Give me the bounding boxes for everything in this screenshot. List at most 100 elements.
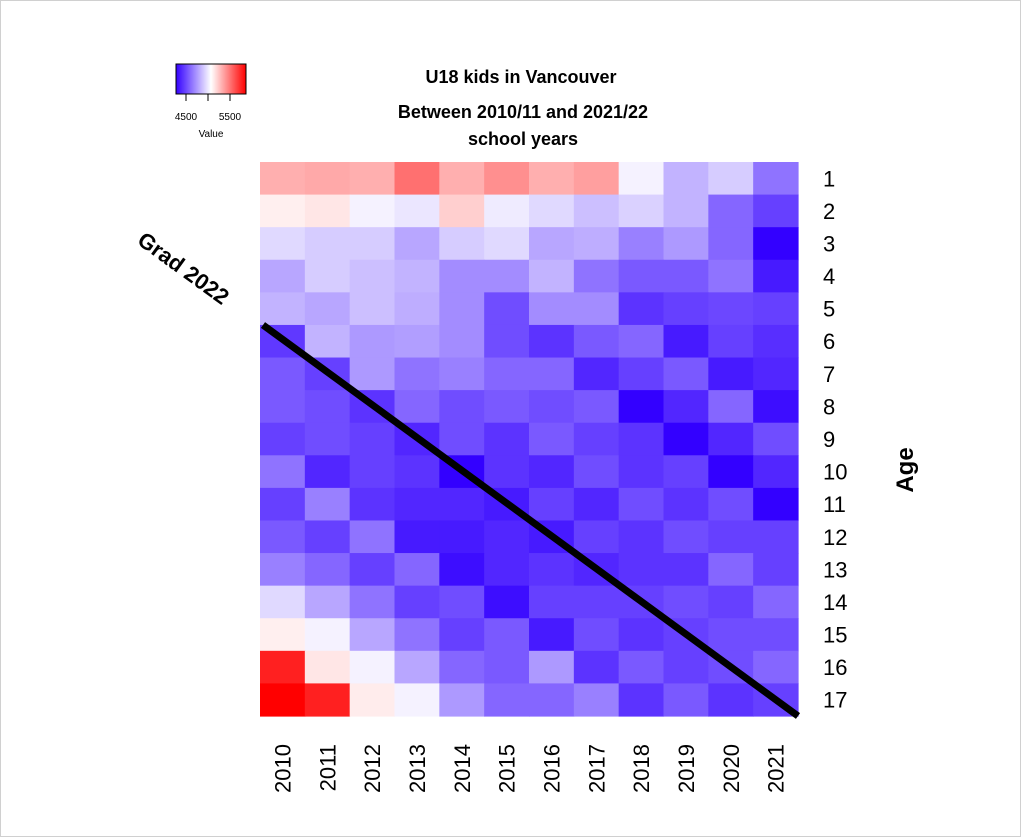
heatmap-cell-2019-age-10 (663, 455, 709, 489)
x-tick-label-2011: 2011 (315, 744, 340, 791)
heatmap-cell-2017-age-2 (573, 194, 620, 228)
x-tick-label-2017: 2017 (584, 744, 609, 793)
heatmap-cell-2016-age-13 (529, 553, 575, 587)
heatmap-cell-2011-age-15 (304, 618, 351, 652)
heatmap-cell-2017-age-5 (573, 292, 620, 326)
heatmap-cell-2014-age-13 (439, 553, 485, 587)
heatmap-cell-2011-age-17 (304, 683, 351, 717)
heatmap-cell-2021-age-2 (753, 194, 799, 228)
heatmap-cell-2013-age-12 (394, 520, 440, 554)
heatmap-cell-2019-age-6 (663, 324, 709, 359)
heatmap-cell-2015-age-8 (484, 390, 530, 424)
heatmap-cell-2021-age-16 (753, 650, 799, 685)
heatmap-cell-2021-age-3 (753, 227, 799, 261)
x-tick-label-2014: 2014 (450, 744, 475, 793)
heatmap-cell-2021-age-5 (753, 292, 799, 326)
heatmap-cell-2011-age-8 (304, 390, 351, 424)
x-tick-label-2019: 2019 (674, 744, 699, 793)
heatmap-cell-2012-age-13 (349, 553, 396, 587)
chart-title-line-2: Between 2010/11 and 2021/22 (398, 102, 648, 122)
y-tick-label-10: 10 (823, 460, 847, 485)
y-tick-label-6: 6 (823, 329, 835, 354)
heatmap-cell-2020-age-4 (708, 259, 754, 293)
heatmap-cell-2011-age-2 (304, 194, 351, 228)
legend-title: Value (199, 129, 224, 140)
heatmap-cell-2010-age-9 (260, 422, 306, 456)
y-tick-label-3: 3 (823, 231, 835, 256)
heatmap-cell-2011-age-1 (304, 162, 351, 196)
heatmap-cells (260, 162, 799, 717)
heatmap-cell-2012-age-12 (349, 520, 396, 554)
y-tick-label-17: 17 (823, 688, 847, 713)
heatmap-cell-2015-age-2 (484, 194, 530, 228)
heatmap-cell-2017-age-4 (573, 259, 620, 293)
x-tick-label-2021: 2021 (764, 744, 789, 793)
heatmap-cell-2014-age-16 (439, 650, 485, 685)
heatmap-cell-2020-age-2 (708, 194, 754, 228)
y-tick-label-13: 13 (823, 557, 847, 582)
heatmap-cell-2016-age-2 (529, 194, 575, 228)
heatmap-cell-2015-age-9 (484, 422, 530, 456)
chart-title-line-3: school years (468, 129, 578, 149)
y-tick-label-12: 12 (823, 525, 847, 550)
x-tick-label-2010: 2010 (270, 744, 295, 793)
heatmap-cell-2021-age-9 (753, 422, 799, 456)
heatmap-cell-2010-age-3 (260, 227, 306, 261)
heatmap-cell-2010-age-12 (260, 520, 306, 554)
heatmap-cell-2012-age-10 (349, 455, 396, 489)
heatmap-cell-2010-age-17 (260, 683, 306, 717)
y-tick-label-2: 2 (823, 199, 835, 224)
heatmap-cell-2019-age-14 (663, 585, 709, 619)
y-tick-label-7: 7 (823, 362, 835, 387)
heatmap-cell-2013-age-5 (394, 292, 440, 326)
heatmap-cell-2017-age-14 (573, 585, 620, 619)
grad-2022-diagonal-line (260, 322, 801, 719)
heatmap-cell-2016-age-7 (529, 357, 575, 391)
heatmap-cell-2017-age-17 (573, 683, 620, 717)
heatmap-cell-2018-age-16 (618, 650, 665, 685)
heatmap-cell-2019-age-5 (663, 292, 709, 326)
heatmap-cell-2013-age-8 (394, 390, 440, 424)
heatmap-cell-2015-age-16 (484, 650, 530, 685)
heatmap-cell-2018-age-1 (618, 162, 665, 196)
heatmap-cell-2015-age-5 (484, 292, 530, 326)
heatmap-cell-2016-age-3 (529, 227, 575, 261)
heatmap-cell-2012-age-11 (349, 487, 396, 522)
heatmap-cell-2016-age-9 (529, 422, 575, 456)
heatmap-cell-2014-age-12 (439, 520, 485, 554)
heatmap-cell-2012-age-15 (349, 618, 396, 652)
heatmap-cell-2014-age-11 (439, 487, 485, 522)
heatmap-cell-2016-age-10 (529, 455, 575, 489)
x-tick-label-2016: 2016 (539, 744, 564, 793)
heatmap-cell-2019-age-13 (663, 553, 709, 587)
heatmap-cell-2020-age-6 (708, 324, 754, 359)
heatmap-cell-2021-age-8 (753, 390, 799, 424)
heatmap-cell-2021-age-11 (753, 487, 799, 522)
legend-ticks (185, 94, 231, 101)
heatmap-cell-2015-age-6 (484, 324, 530, 359)
heatmap-cell-2013-age-6 (394, 324, 440, 359)
heatmap-cell-2010-age-10 (260, 455, 306, 489)
chart-title-line-1: U18 kids in Vancouver (425, 67, 616, 87)
x-tick-label-2020: 2020 (719, 744, 744, 793)
heatmap-cell-2020-age-13 (708, 553, 754, 587)
y-tick-label-15: 15 (823, 623, 847, 648)
heatmap-cell-2016-age-4 (529, 259, 575, 293)
heatmap-cell-2017-age-11 (573, 487, 620, 522)
heatmap-cell-2021-age-4 (753, 259, 799, 293)
heatmap-cell-2021-age-6 (753, 324, 799, 359)
heatmap-cell-2014-age-7 (439, 357, 485, 391)
heatmap-cell-2013-age-2 (394, 194, 440, 228)
heatmap-cell-2012-age-9 (349, 422, 396, 456)
heatmap-cell-2011-age-6 (304, 324, 351, 359)
heatmap-cell-2015-age-13 (484, 553, 530, 587)
heatmap-cell-2012-age-16 (349, 650, 396, 685)
heatmap-cell-2014-age-17 (439, 683, 485, 717)
heatmap-cell-2014-age-1 (439, 162, 485, 196)
heatmap-cell-2019-age-7 (663, 357, 709, 391)
legend-tick-label-5500: 5500 (219, 112, 242, 123)
heatmap-cell-2019-age-17 (663, 683, 709, 717)
heatmap-cell-2018-age-13 (618, 553, 665, 587)
heatmap-cell-2011-age-14 (304, 585, 351, 619)
